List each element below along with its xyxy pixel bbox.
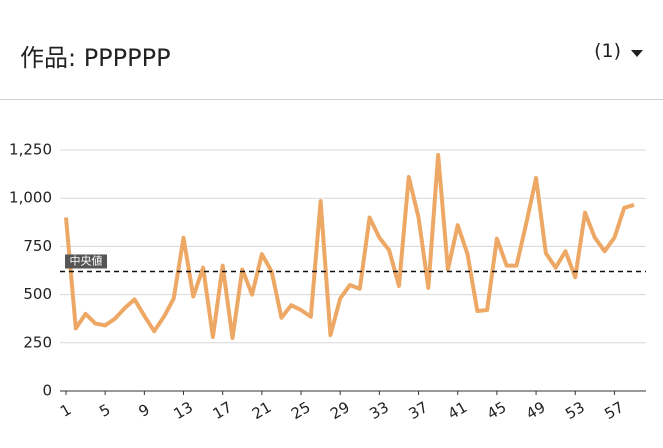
y-tick-label: 500 (23, 285, 52, 303)
title: 作品: PPPPPP (20, 44, 171, 72)
header: 作品: PPPPPP (1) (0, 0, 663, 100)
x-tick-label: 57 (601, 398, 627, 423)
x-tick-label: 33 (366, 398, 392, 423)
dropdown-arrow[interactable] (631, 50, 643, 58)
y-tick-label: 0 (42, 382, 52, 400)
x-tick-label: 1 (57, 400, 74, 420)
x-tick-label: 45 (484, 398, 510, 423)
median-label: 中央値 (70, 254, 103, 267)
x-tick-label: 9 (135, 400, 152, 420)
median-label-bg (65, 254, 107, 269)
data-line (64, 152, 635, 340)
x-tick-label: 49 (523, 398, 549, 423)
chart: 0 250 500 750 1,000 1,250 1 5 9 13 17 21 25 29 33 37 41 4… (9, 141, 646, 423)
x-tick-label: 25 (288, 398, 314, 423)
x-tick-label: 17 (210, 398, 236, 423)
y-tick-label: 1,250 (9, 141, 52, 159)
x-tick-label: 29 (327, 398, 353, 423)
y-tick-label: 750 (23, 237, 52, 255)
selector[interactable]: (1) (594, 40, 621, 62)
x-tick-label: 53 (562, 398, 588, 423)
x-tick-label: 37 (406, 398, 432, 423)
x-tick-label: 13 (170, 398, 196, 423)
x-tick-label: 21 (249, 398, 275, 423)
y-tick-label: 250 (23, 333, 52, 351)
y-tick-label: 1,000 (9, 189, 52, 207)
x-tick-label: 5 (96, 400, 113, 420)
x-tick-label: 41 (445, 398, 471, 423)
